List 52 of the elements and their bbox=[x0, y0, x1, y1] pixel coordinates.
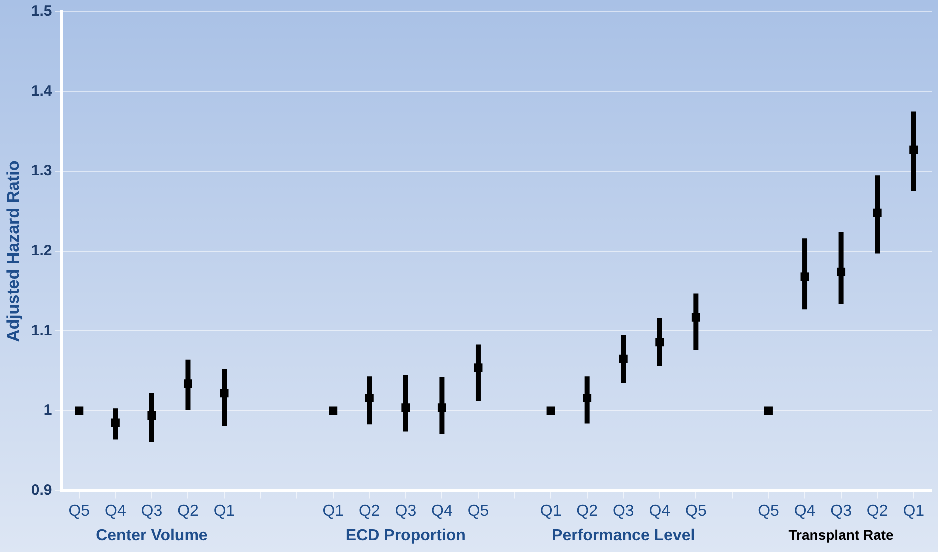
point bbox=[546, 406, 556, 416]
point bbox=[365, 394, 374, 402]
point bbox=[910, 146, 918, 154]
point bbox=[583, 394, 592, 402]
point bbox=[619, 354, 628, 364]
point bbox=[837, 268, 846, 276]
x-tick-label: Q1 bbox=[903, 502, 925, 520]
point bbox=[402, 404, 410, 412]
y-tick-label: 1.1 bbox=[31, 322, 52, 340]
x-tick-label: Q5 bbox=[68, 502, 90, 520]
x-tick-label: Q1 bbox=[322, 502, 344, 520]
point bbox=[474, 364, 483, 372]
point bbox=[75, 406, 84, 416]
x-tick-label: Q4 bbox=[105, 502, 126, 520]
text: Transplant Rate bbox=[788, 526, 894, 543]
x-tick-label: Q1 bbox=[540, 502, 562, 520]
x-tick-label: Q5 bbox=[686, 502, 707, 520]
x-tick-label: Q4 bbox=[649, 502, 671, 520]
y-tick-label: 1.2 bbox=[31, 242, 52, 260]
point bbox=[692, 313, 700, 322]
x-tick-label: Q2 bbox=[178, 502, 200, 520]
text: Center Volume bbox=[96, 527, 208, 544]
point bbox=[148, 412, 156, 420]
x-tick-label: Q2 bbox=[576, 502, 598, 520]
x-tick-label: Q3 bbox=[612, 502, 634, 520]
x-tick-label: Q1 bbox=[214, 502, 236, 520]
point bbox=[800, 272, 810, 282]
x-tick-label: Q5 bbox=[758, 502, 780, 520]
text: Performance Level bbox=[552, 527, 696, 544]
x-tick-label: Q3 bbox=[141, 502, 163, 520]
point bbox=[438, 404, 446, 412]
y-tick-label: 1 bbox=[44, 402, 52, 420]
x-tick-label: Q3 bbox=[830, 502, 852, 520]
point bbox=[873, 208, 882, 218]
point bbox=[111, 418, 120, 428]
point bbox=[329, 406, 338, 416]
y-tick-label: 1.3 bbox=[31, 162, 52, 180]
x-tick-label: Q4 bbox=[432, 502, 453, 520]
x-tick-label: Q5 bbox=[468, 502, 490, 520]
text: ECD Proportion bbox=[346, 527, 466, 544]
point bbox=[764, 406, 773, 416]
y-axis-title: Adjusted Hazard Ratio bbox=[4, 160, 23, 342]
x-tick-label: Q2 bbox=[866, 502, 888, 520]
y-tick-label: 0.9 bbox=[31, 482, 52, 499]
x-tick-label: Q2 bbox=[358, 502, 380, 520]
point bbox=[220, 389, 229, 398]
x-tick-label: Q3 bbox=[395, 502, 417, 520]
y-tick-label: 1.4 bbox=[31, 82, 53, 100]
x-tick-label: Q4 bbox=[794, 502, 816, 520]
point bbox=[184, 380, 192, 388]
point bbox=[656, 338, 664, 347]
y-tick-label: 1.5 bbox=[31, 3, 52, 20]
